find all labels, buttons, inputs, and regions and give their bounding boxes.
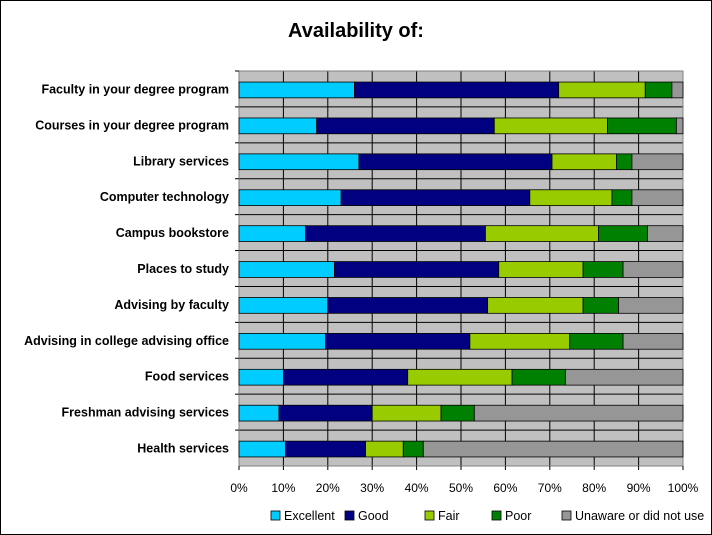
- x-axis-ticks: 0% 10% 20% 30% 40% 50% 60% 70% 80% 90% 100%: [230, 466, 699, 495]
- category-label: Advising in college advising office: [24, 334, 229, 348]
- legend-label: Poor: [505, 509, 531, 523]
- bar-segment: [644, 81, 673, 99]
- x-tick-label: 0%: [230, 481, 248, 495]
- bar-segment: [238, 189, 342, 206]
- legend: Excellent Good Fair Poor Unaware or did not …: [270, 509, 704, 523]
- bar-segment: [440, 404, 475, 422]
- category-label: Places to study: [137, 262, 229, 276]
- bar-segment: [238, 404, 280, 422]
- x-tick-label: 90%: [627, 481, 651, 495]
- bar-segment: [622, 261, 684, 278]
- bar-segment: [238, 261, 335, 278]
- bar-segment: [238, 117, 318, 135]
- bar-segment: [564, 368, 684, 386]
- category-label: Advising by faculty: [114, 298, 229, 312]
- bar-segment: [529, 189, 613, 206]
- category-label: Campus bookstore: [116, 226, 229, 240]
- legend-swatch: [561, 510, 572, 521]
- legend-label: Good: [358, 509, 389, 523]
- x-tick-label: 40%: [405, 481, 429, 495]
- bar-segment: [238, 440, 287, 458]
- bar-segment: [422, 440, 684, 458]
- bar-segment: [402, 440, 424, 458]
- bar-segment: [618, 297, 684, 314]
- legend-label: Unaware or did not use: [575, 509, 704, 523]
- bar-segment: [334, 261, 500, 278]
- bar-segment: [616, 153, 633, 171]
- bar-segment: [354, 81, 560, 99]
- bar-segment: [511, 368, 566, 386]
- legend-swatch: [270, 510, 281, 521]
- category-label: Faculty in your degree program: [41, 82, 229, 96]
- chart-title: Availability of:: [288, 20, 424, 42]
- bar-segment: [631, 189, 684, 206]
- category-label: Health services: [137, 442, 229, 456]
- category-label: Courses in your degree program: [35, 118, 229, 132]
- bar-segment: [238, 368, 284, 386]
- bar-segment: [487, 297, 584, 314]
- bar-segment: [498, 261, 584, 278]
- bar-segment: [469, 333, 571, 350]
- bar-segment: [327, 297, 489, 314]
- bar-series: [238, 81, 684, 458]
- x-tick-label: 30%: [360, 481, 384, 495]
- bar-segment: [365, 440, 404, 458]
- bar-segment: [622, 333, 684, 350]
- bar-segment: [493, 117, 608, 135]
- legend-label: Fair: [438, 509, 460, 523]
- bar-segment: [485, 225, 600, 242]
- bar-segment: [473, 404, 684, 422]
- bar-segment: [569, 333, 624, 350]
- bar-segment: [278, 404, 373, 422]
- legend-swatch: [491, 510, 502, 521]
- bar-segment: [558, 81, 646, 99]
- bar-segment: [607, 117, 677, 135]
- category-label: Food services: [145, 370, 229, 384]
- bar-segment: [371, 404, 442, 422]
- bar-segment: [631, 153, 684, 171]
- bar-segment: [305, 225, 486, 242]
- bar-segment: [238, 81, 355, 99]
- bar-segment: [671, 81, 684, 99]
- bar-segment: [582, 297, 620, 314]
- x-tick-label: 20%: [316, 481, 340, 495]
- bar-segment: [598, 225, 648, 242]
- bar-segment: [551, 153, 617, 171]
- legend-label: Excellent: [284, 509, 335, 523]
- bar-segment: [647, 225, 684, 242]
- bar-segment: [316, 117, 495, 135]
- bar-segment: [611, 189, 633, 206]
- bar-segment: [340, 189, 531, 206]
- bar-segment: [238, 225, 306, 242]
- x-tick-label: 70%: [538, 481, 562, 495]
- bar-segment: [238, 297, 329, 314]
- x-tick-label: 80%: [582, 481, 606, 495]
- x-tick-label: 100%: [668, 481, 699, 495]
- bar-segment: [238, 153, 360, 171]
- bar-segment: [238, 333, 326, 350]
- x-tick-label: 60%: [493, 481, 517, 495]
- category-label: Computer technology: [100, 190, 229, 204]
- bar-segment: [407, 368, 513, 386]
- legend-swatch: [424, 510, 435, 521]
- bar-segment: [582, 261, 624, 278]
- bar-segment: [675, 117, 684, 135]
- bar-segment: [285, 440, 366, 458]
- bar-segment: [358, 153, 553, 171]
- bar-segment: [282, 368, 409, 386]
- x-tick-label: 50%: [449, 481, 473, 495]
- category-label: Freshman advising services: [62, 406, 229, 420]
- legend-swatch: [344, 510, 355, 521]
- bar-segment: [325, 333, 471, 350]
- category-label: Library services: [133, 154, 229, 168]
- y-axis-categories: Faculty in your degree program Courses in…: [24, 70, 239, 456]
- x-tick-label: 10%: [271, 481, 295, 495]
